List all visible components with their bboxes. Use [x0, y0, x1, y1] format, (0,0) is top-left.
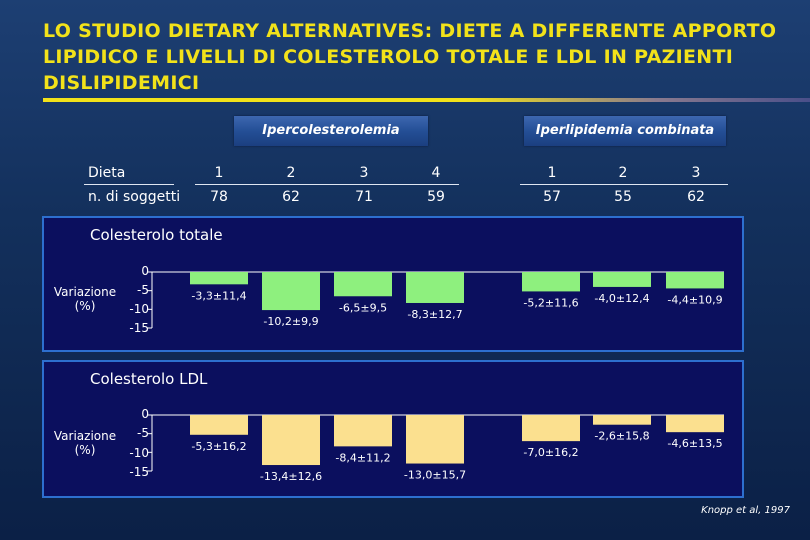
y-tick-label: -5	[137, 426, 149, 440]
subject-count: 62	[687, 189, 705, 205]
bar-data-label: -4,0±12,4	[594, 292, 649, 305]
bar-data-label: -6,5±9,5	[339, 301, 387, 314]
bar	[190, 272, 248, 285]
bar	[334, 415, 392, 447]
chart-title: Colesterolo totale	[90, 226, 223, 244]
header-divider	[84, 184, 174, 185]
diet-number: 3	[691, 165, 701, 181]
y-tick-label: -10	[129, 446, 149, 460]
subject-count: 57	[543, 189, 561, 205]
bar	[666, 415, 724, 433]
diet-number: 4	[431, 165, 441, 181]
subject-count: 78	[210, 189, 228, 205]
bar	[593, 272, 651, 287]
y-tick-label: -10	[129, 302, 149, 316]
bar	[190, 415, 248, 435]
group-label-iperlipidemia: Iperlipidemia combinata	[524, 116, 726, 146]
chart-title: Colesterolo LDL	[90, 370, 208, 388]
bar-data-label: -13,4±12,6	[260, 470, 322, 483]
bar-data-label: -3,3±11,4	[191, 289, 246, 302]
bar	[522, 415, 580, 442]
subject-count: 62	[282, 189, 300, 205]
header-divider	[195, 184, 459, 185]
group-label-ipercolesterolemia: Ipercolesterolemia	[234, 116, 428, 146]
bar	[262, 415, 320, 466]
bar	[406, 415, 464, 464]
bar-data-label: -8,3±12,7	[407, 308, 462, 321]
source-citation: Knopp et al, 1997	[701, 505, 790, 516]
subject-count: 59	[427, 189, 445, 205]
bar-data-label: -13,0±15,7	[404, 469, 466, 482]
bar	[334, 272, 392, 297]
diet-number: 1	[214, 165, 224, 181]
bar	[522, 272, 580, 292]
ldl-cholesterol-panel: Colesterolo LDL	[42, 360, 744, 498]
bar	[406, 272, 464, 303]
bar-data-label: -10,2±9,9	[263, 315, 318, 328]
y-tick-label: -15	[129, 465, 149, 479]
slide-title: LO STUDIO DIETARY ALTERNATIVES: DIETE A …	[43, 20, 777, 94]
y-tick-label: -15	[129, 321, 149, 335]
subject-count: 71	[355, 189, 373, 205]
bar	[666, 272, 724, 289]
y-tick-label: 0	[141, 407, 149, 421]
y-tick-label: -5	[137, 283, 149, 297]
diet-number: 2	[286, 165, 296, 181]
bar-data-label: -5,3±16,2	[191, 440, 246, 453]
header-divider	[520, 184, 728, 185]
diet-number: 1	[547, 165, 557, 181]
bar-data-label: -4,6±13,5	[667, 437, 722, 450]
bar-data-label: -5,2±11,6	[523, 296, 578, 309]
bar-data-label: -7,0±16,2	[523, 446, 578, 459]
bar	[593, 415, 651, 425]
subject-count: 55	[614, 189, 632, 205]
y-axis-label: Variazione (%)	[53, 429, 117, 457]
diet-number: 2	[618, 165, 628, 181]
bar-data-label: -4,4±10,9	[667, 293, 722, 306]
bar	[262, 272, 320, 311]
y-tick-label: 0	[141, 264, 149, 278]
diet-row-label: Dieta	[88, 165, 126, 181]
bar-data-label: -2,6±15,8	[594, 430, 649, 443]
diet-number: 3	[359, 165, 369, 181]
y-axis-label: Variazione (%)	[53, 285, 117, 313]
bar-data-label: -8,4±11,2	[335, 451, 390, 464]
title-underline	[43, 98, 810, 102]
subjects-row-label: n. di soggetti	[88, 189, 181, 205]
